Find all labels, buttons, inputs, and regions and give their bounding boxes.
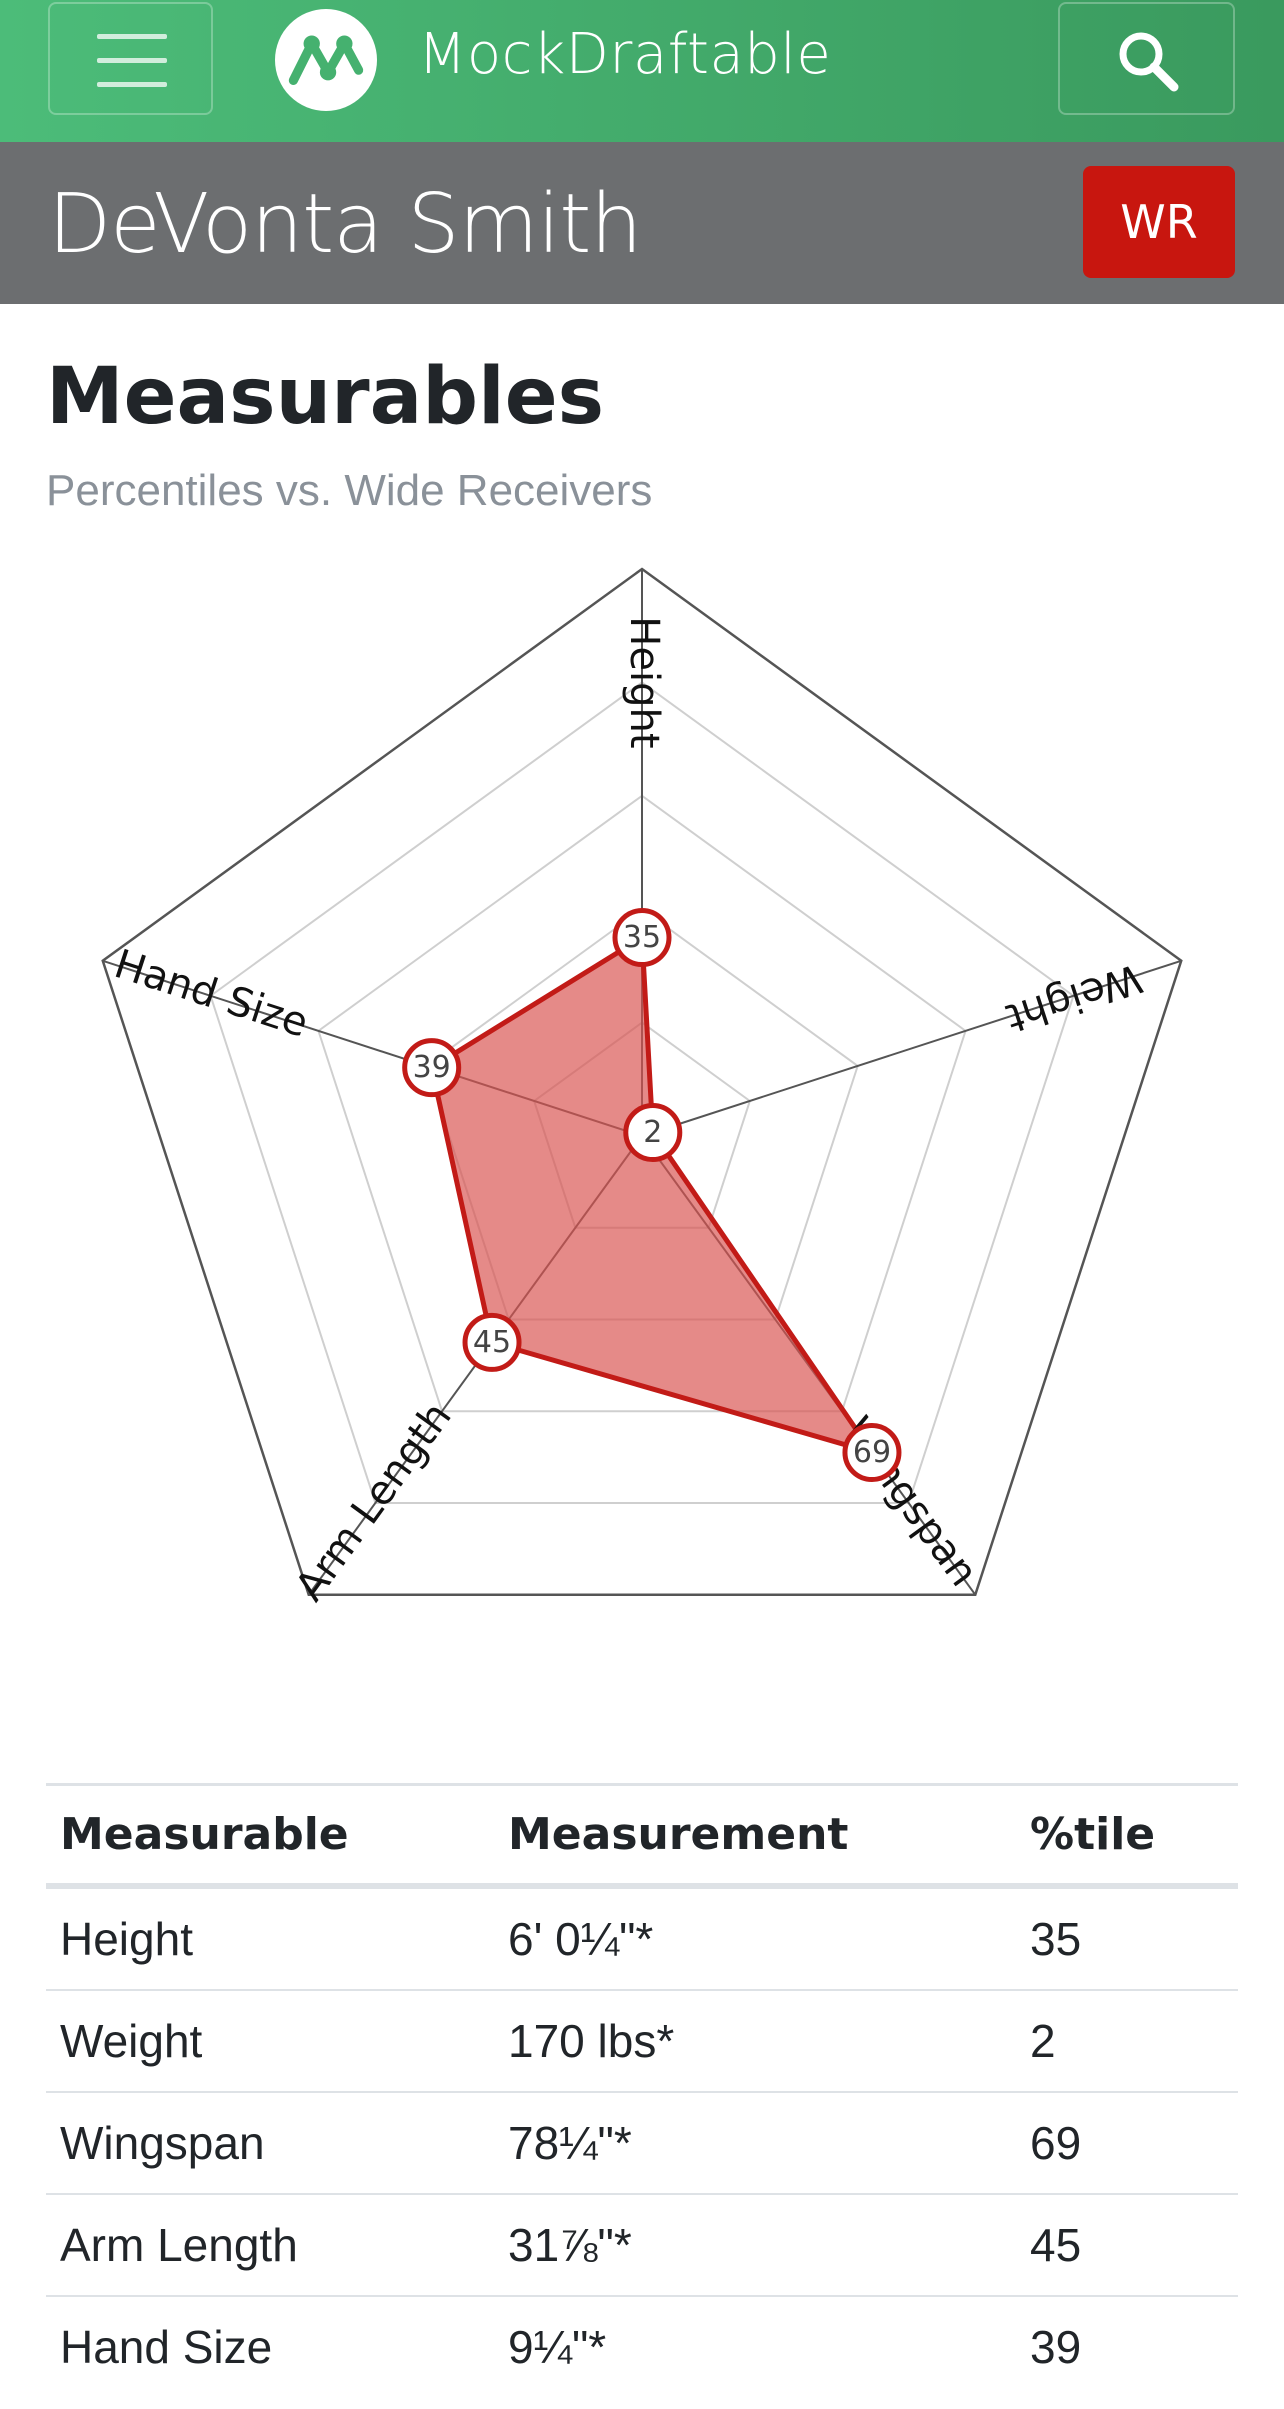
measurement-value: 9¼"*: [508, 2321, 607, 2373]
radar-grid-ring: [209, 681, 1075, 1504]
radar-axis-label: Arm Length: [287, 1394, 461, 1609]
percentile-value: 45: [1030, 2219, 1082, 2271]
radar-data-point[interactable]: [402, 1038, 462, 1098]
percentile-value: 35: [1030, 1913, 1082, 1965]
hamburger-icon: [97, 34, 167, 39]
measurable-name: Height: [60, 1913, 193, 1965]
radar-grid-ring: [317, 794, 967, 1413]
measurement-value: 170 lbs*: [508, 2015, 675, 2067]
radar-axis-label: Weight: [1001, 954, 1148, 1041]
position-badge[interactable]: WR: [1083, 166, 1235, 278]
section-title: Measurables: [46, 352, 605, 442]
menu-button[interactable]: [48, 2, 213, 115]
radar-axis-spoke: [641, 959, 1182, 1137]
table-row: Height 6' 0¼"* 35: [46, 1887, 1238, 1989]
section-subtitle: Percentiles vs. Wide Receivers: [46, 466, 653, 515]
table-row: Wingspan 78¼"* 69: [46, 2091, 1238, 2193]
measurables-table: Measurable Measurement %tile Height 6' 0…: [46, 1783, 1238, 2397]
percentile-value: 69: [1030, 2117, 1082, 2169]
table-header-row: Measurable Measurement %tile: [46, 1783, 1238, 1887]
radar-data-label: 35: [623, 920, 661, 955]
radar-data-point[interactable]: [842, 1423, 902, 1483]
measurable-name: Weight: [60, 2015, 203, 2067]
measurement-value: 78¼"*: [508, 2117, 632, 2169]
mockdraftable-logo-icon[interactable]: [275, 9, 377, 111]
percentile-value: 2: [1030, 2015, 1056, 2067]
radar-outer-ring: [101, 567, 1183, 1596]
radar-data-label: 69: [853, 1435, 891, 1470]
header-measurement[interactable]: Measurement: [508, 1809, 849, 1860]
top-navbar: MockDraftable: [0, 0, 1284, 142]
search-icon: [1119, 32, 1179, 92]
hamburger-icon-line: [97, 82, 167, 87]
measurement-value: 6' 0¼"*: [508, 1913, 654, 1965]
measurement-value: 31⅞"*: [508, 2219, 632, 2271]
player-header: DeVonta Smith WR: [0, 142, 1284, 304]
brand-name[interactable]: MockDraftable: [418, 22, 832, 87]
radar-data-point[interactable]: [623, 1102, 683, 1162]
percentile-value: 39: [1030, 2321, 1082, 2373]
radar-data-label: 45: [473, 1325, 511, 1360]
measurable-name: Hand Size: [60, 2321, 273, 2373]
measurable-name: Arm Length: [60, 2219, 298, 2271]
radar-data-point[interactable]: [612, 908, 672, 968]
search-button[interactable]: [1058, 2, 1235, 115]
radar-axis-label: Height: [621, 616, 667, 748]
player-name: DeVonta Smith: [48, 177, 642, 272]
header-measurable[interactable]: Measurable: [60, 1809, 349, 1860]
radar-data-point[interactable]: [462, 1312, 522, 1372]
header-percentile[interactable]: %tile: [1030, 1809, 1156, 1860]
table-row: Weight 170 lbs* 2: [46, 1989, 1238, 2091]
radar-data-label: 39: [413, 1050, 451, 1085]
radar-data-label: 2: [643, 1115, 662, 1150]
radar-data-area: [429, 935, 875, 1456]
table-row: Hand Size 9¼"* 39: [46, 2295, 1238, 2397]
hamburger-icon-line: [97, 58, 167, 63]
measurable-name: Wingspan: [60, 2117, 265, 2169]
radar-axis-label: Hand Size: [109, 941, 314, 1047]
table-row: Arm Length 31⅞"* 45: [46, 2193, 1238, 2295]
